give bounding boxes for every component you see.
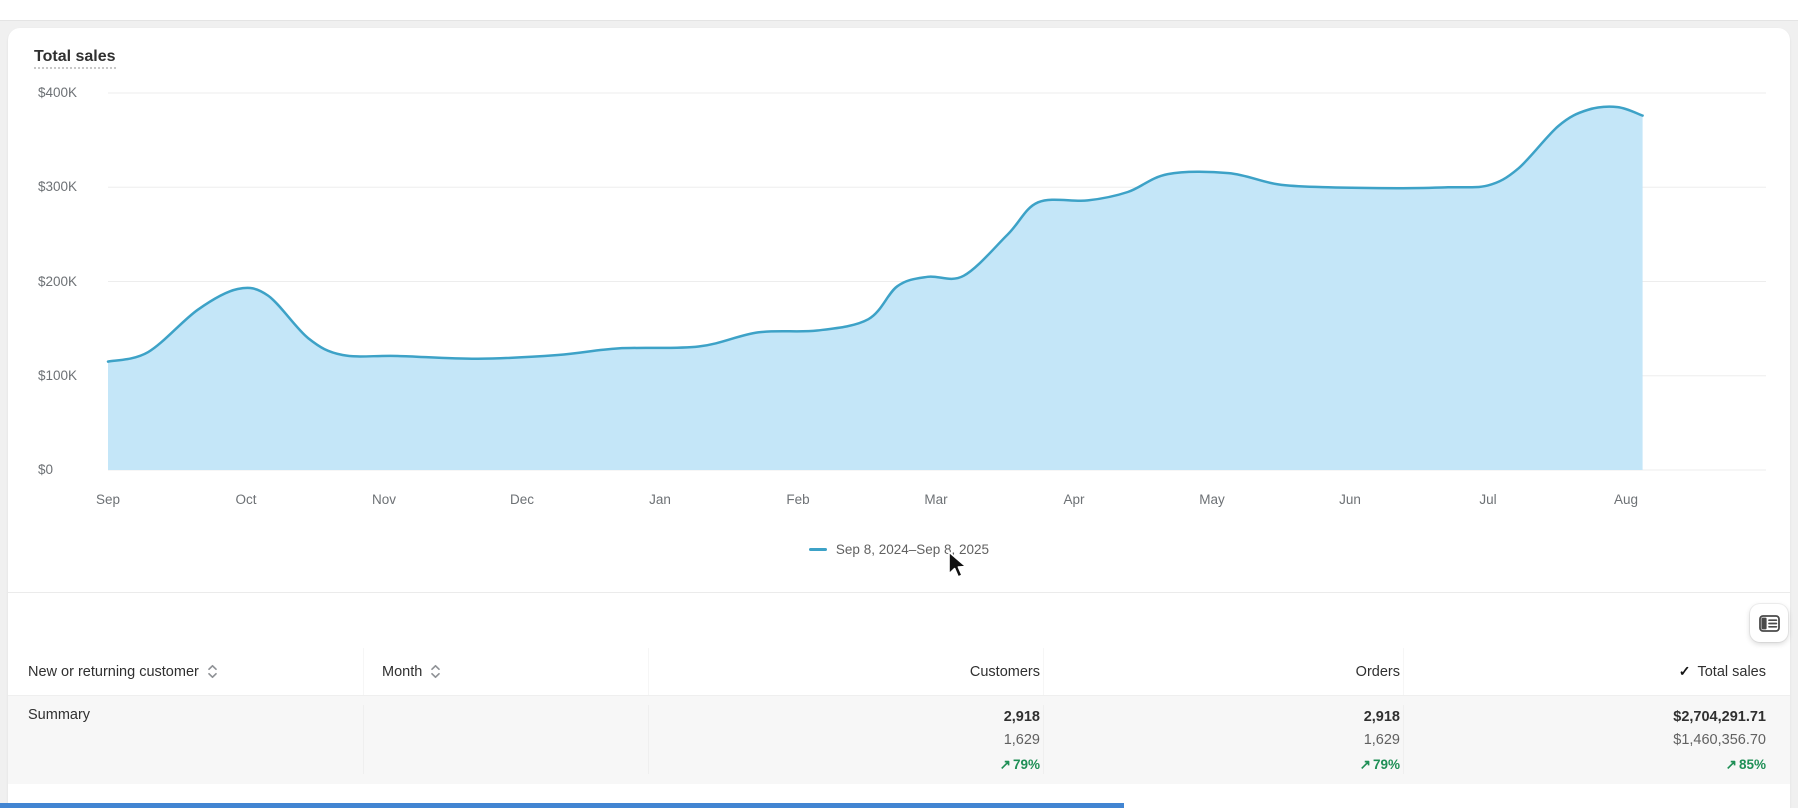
- x-axis-label: Mar: [924, 492, 948, 507]
- x-axis-label: Apr: [1063, 492, 1085, 507]
- section-divider: [8, 592, 1790, 593]
- total-sales-current: $2,704,291.71: [1673, 709, 1766, 725]
- summary-customers-cell: 2,918 1,629 ↗ 79%: [648, 705, 1043, 774]
- trend-up-icon: ↗: [1359, 757, 1371, 772]
- x-axis-label: Sep: [95, 492, 121, 507]
- y-axis-label: $100K: [38, 367, 78, 383]
- area-fill: [108, 106, 1643, 471]
- x-axis-label: Jun: [1339, 492, 1361, 507]
- orders-current: 2,918: [1363, 709, 1400, 725]
- y-axis-label: $400K: [38, 85, 78, 100]
- y-axis-label: $200K: [38, 273, 78, 289]
- x-axis-label: Dec: [509, 492, 534, 507]
- y-axis-label: $0: [38, 462, 54, 477]
- summary-row: Summary 2,918 1,629 ↗ 79% 2,918 1,629 ↗ 79…: [8, 695, 1790, 784]
- column-label: Total sales: [1697, 663, 1766, 680]
- sort-icon: [207, 664, 217, 679]
- x-axis-label: May: [1199, 492, 1225, 507]
- series-line: [106, 105, 1644, 363]
- x-axis-label: Jan: [649, 492, 671, 507]
- summary-total-sales-cell: $2,704,291.71 $1,460,356.70 ↗ 85%: [1403, 705, 1790, 774]
- column-header-orders[interactable]: Orders: [1043, 648, 1403, 695]
- summary-table: New or returning customer Month Customer…: [8, 648, 1790, 784]
- orders-previous: 1,629: [1363, 732, 1400, 748]
- bottom-progress-bar: [0, 803, 1124, 808]
- sort-icon: [431, 664, 441, 679]
- chart-title-text[interactable]: Total sales: [34, 48, 116, 69]
- layout-table-icon: [1758, 614, 1780, 632]
- sales-area-chart[interactable]: [8, 28, 1790, 548]
- summary-month-cell: [363, 705, 648, 774]
- column-header-total-sales[interactable]: ✓ Total sales: [1403, 648, 1790, 695]
- chart-title: Total sales: [34, 48, 116, 69]
- total-sales-previous: $1,460,356.70: [1673, 732, 1766, 748]
- trend-up-icon: ↗: [1725, 757, 1737, 772]
- x-axis-label: Oct: [235, 492, 257, 507]
- column-label: New or returning customer: [28, 663, 199, 680]
- table-header-row: New or returning customer Month Customer…: [8, 648, 1790, 695]
- column-label: Month: [382, 663, 423, 680]
- legend-line-marker: [808, 547, 827, 551]
- customers-previous: 1,629: [1003, 732, 1040, 748]
- column-header-month[interactable]: Month: [363, 648, 648, 695]
- total-sales-change: ↗ 85%: [1725, 757, 1766, 772]
- column-header-customers[interactable]: Customers: [648, 648, 1043, 695]
- column-header-customer-type[interactable]: New or returning customer: [8, 648, 363, 695]
- report-card: Total sales $400K $300K $200K $100K $0 Sep Oc…: [8, 28, 1790, 808]
- customers-current: 2,918: [1003, 709, 1040, 725]
- top-bar: [0, 0, 1798, 21]
- y-axis-label: $300K: [38, 179, 78, 195]
- summary-label-cell: Summary: [28, 707, 91, 723]
- mouse-cursor: [948, 551, 967, 578]
- customers-change: ↗ 79%: [999, 757, 1040, 772]
- x-axis-label: Jul: [1479, 492, 1497, 507]
- summary-orders-cell: 2,918 1,629 ↗ 79%: [1043, 705, 1403, 774]
- column-label: Orders: [1355, 663, 1400, 680]
- chart-legend: Sep 8, 2024–Sep 8, 2025: [8, 538, 1790, 560]
- x-axis-label: Feb: [786, 492, 810, 507]
- table-layout-button[interactable]: [1750, 604, 1788, 642]
- orders-change: ↗ 79%: [1359, 757, 1400, 772]
- check-icon: ✓: [1678, 663, 1691, 679]
- column-label: Customers: [969, 663, 1040, 680]
- trend-up-icon: ↗: [999, 757, 1011, 772]
- x-axis-label: Aug: [1613, 492, 1639, 507]
- x-axis-label: Nov: [371, 492, 396, 507]
